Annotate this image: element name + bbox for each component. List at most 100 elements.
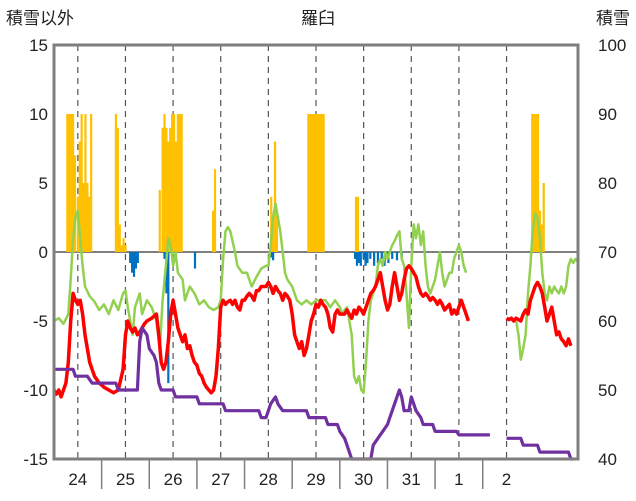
precip-bar xyxy=(272,252,275,261)
precip-bar xyxy=(391,252,394,259)
left-y-tick-label: -5 xyxy=(33,312,48,331)
snowfall-bar xyxy=(176,114,179,252)
tick-labels: 24 25 26 27 28 29 30 31 1 2151050-5-10-1510090807… xyxy=(23,36,626,489)
precip-bar xyxy=(369,252,372,259)
snowfall-bar xyxy=(311,114,314,252)
left-y-tick-label: 15 xyxy=(29,36,48,55)
x-tick-label: 29 xyxy=(307,470,326,489)
precip-bar xyxy=(193,252,197,269)
snowfall-bar xyxy=(533,114,536,252)
left-axis-label: 積雪以外 xyxy=(6,9,74,29)
snowfall-bar xyxy=(180,114,183,252)
x-tick-label: 25 xyxy=(116,470,135,489)
snowfall-bar xyxy=(171,114,174,252)
max_temp-line xyxy=(53,202,468,395)
snowfall-bar xyxy=(212,210,215,252)
snowfall-bar xyxy=(84,114,87,252)
plot-area-frame xyxy=(52,43,580,461)
precip-bar xyxy=(364,252,367,266)
snowfall-bar xyxy=(114,114,118,252)
snowfall-bar xyxy=(161,127,164,252)
precip-bar xyxy=(353,252,357,259)
min_temp-line xyxy=(505,280,573,348)
precip-bar xyxy=(355,252,359,266)
left-y-tick-label: 5 xyxy=(39,174,48,193)
snowfall-bar xyxy=(314,114,318,252)
x-tick-label: 27 xyxy=(211,470,230,489)
precip-bar xyxy=(270,252,273,258)
precip-bar xyxy=(376,252,380,264)
snowfall-bar xyxy=(356,196,360,252)
x-tick-label: 24 xyxy=(68,470,87,489)
right-axis-label: 積雪 xyxy=(596,9,630,29)
snowfall-bar xyxy=(158,189,161,252)
snowfall-bar xyxy=(542,183,545,252)
snowfall-bar xyxy=(118,224,121,252)
snowfall-bar xyxy=(318,114,321,252)
left-y-tick-label: -10 xyxy=(23,381,48,400)
snowfall-bar xyxy=(309,114,312,252)
snowfall-bar xyxy=(275,210,279,252)
snowfall-bar xyxy=(534,114,538,252)
snowfall-bar xyxy=(71,114,75,252)
snowfall-bar xyxy=(86,183,89,252)
max_temp-line xyxy=(514,212,579,361)
snowfall-bar xyxy=(354,196,358,252)
snowfall-bar xyxy=(316,114,320,252)
precip-bar xyxy=(129,252,132,264)
precip-bar xyxy=(366,252,369,264)
snowfall-bar xyxy=(272,224,275,252)
right-y-tick-label: 50 xyxy=(598,381,617,400)
snowfall-bar xyxy=(178,114,181,252)
left-y-tick-label: -15 xyxy=(23,450,48,469)
snowfall-bar xyxy=(163,114,166,252)
snowfall-bar xyxy=(124,245,127,252)
snowfall-bar xyxy=(68,114,71,252)
precip-bar xyxy=(359,252,362,266)
snowfall-bar xyxy=(213,169,217,252)
snow_depth-line xyxy=(54,326,490,461)
precip-bar xyxy=(380,252,383,259)
right-y-tick-label: 100 xyxy=(598,36,626,55)
x-tick-label: 26 xyxy=(164,470,183,489)
precip-bar xyxy=(132,252,136,277)
snowfall-bar xyxy=(322,114,325,252)
snowfall-bar xyxy=(66,114,69,252)
snowfall-bar xyxy=(82,183,85,252)
line-series xyxy=(52,202,579,461)
min_temp-line xyxy=(52,264,471,399)
snowfall-bar xyxy=(167,141,170,252)
snowfall-bar xyxy=(116,127,119,252)
bar-series xyxy=(66,114,545,384)
snowfall-bar xyxy=(88,196,91,252)
precip-bar xyxy=(131,252,134,273)
snowfall-bar xyxy=(174,141,178,252)
precip-bar xyxy=(167,252,170,384)
snowfall-bar xyxy=(307,114,310,252)
x-tick-label: 2 xyxy=(502,470,511,489)
right-y-tick-label: 70 xyxy=(598,243,617,262)
x-tick-label: 1 xyxy=(454,470,463,489)
snowfall-bar xyxy=(73,155,77,252)
snowfall-bar xyxy=(531,114,534,252)
precip-bar xyxy=(362,252,365,259)
precip-bar xyxy=(134,252,138,269)
snowfall-bar xyxy=(270,196,273,252)
right-y-tick-label: 90 xyxy=(598,105,617,124)
snowfall-bar xyxy=(70,114,73,252)
snowfall-bar xyxy=(90,114,93,252)
x-tick-label: 31 xyxy=(402,470,421,489)
precip-bar xyxy=(136,252,139,264)
precip-bar xyxy=(373,252,376,266)
snowfall-bar xyxy=(312,114,316,252)
snowfall-bar xyxy=(122,238,125,252)
snowfall-bar xyxy=(78,141,81,252)
precip-bar xyxy=(163,252,166,259)
snowfall-bar xyxy=(169,127,172,252)
precip-bar xyxy=(357,252,360,264)
chart-title: 羅臼 xyxy=(301,9,335,29)
left-y-tick-label: 10 xyxy=(29,105,48,124)
right-y-tick-label: 40 xyxy=(598,450,617,469)
snowfall-bar xyxy=(172,114,176,252)
